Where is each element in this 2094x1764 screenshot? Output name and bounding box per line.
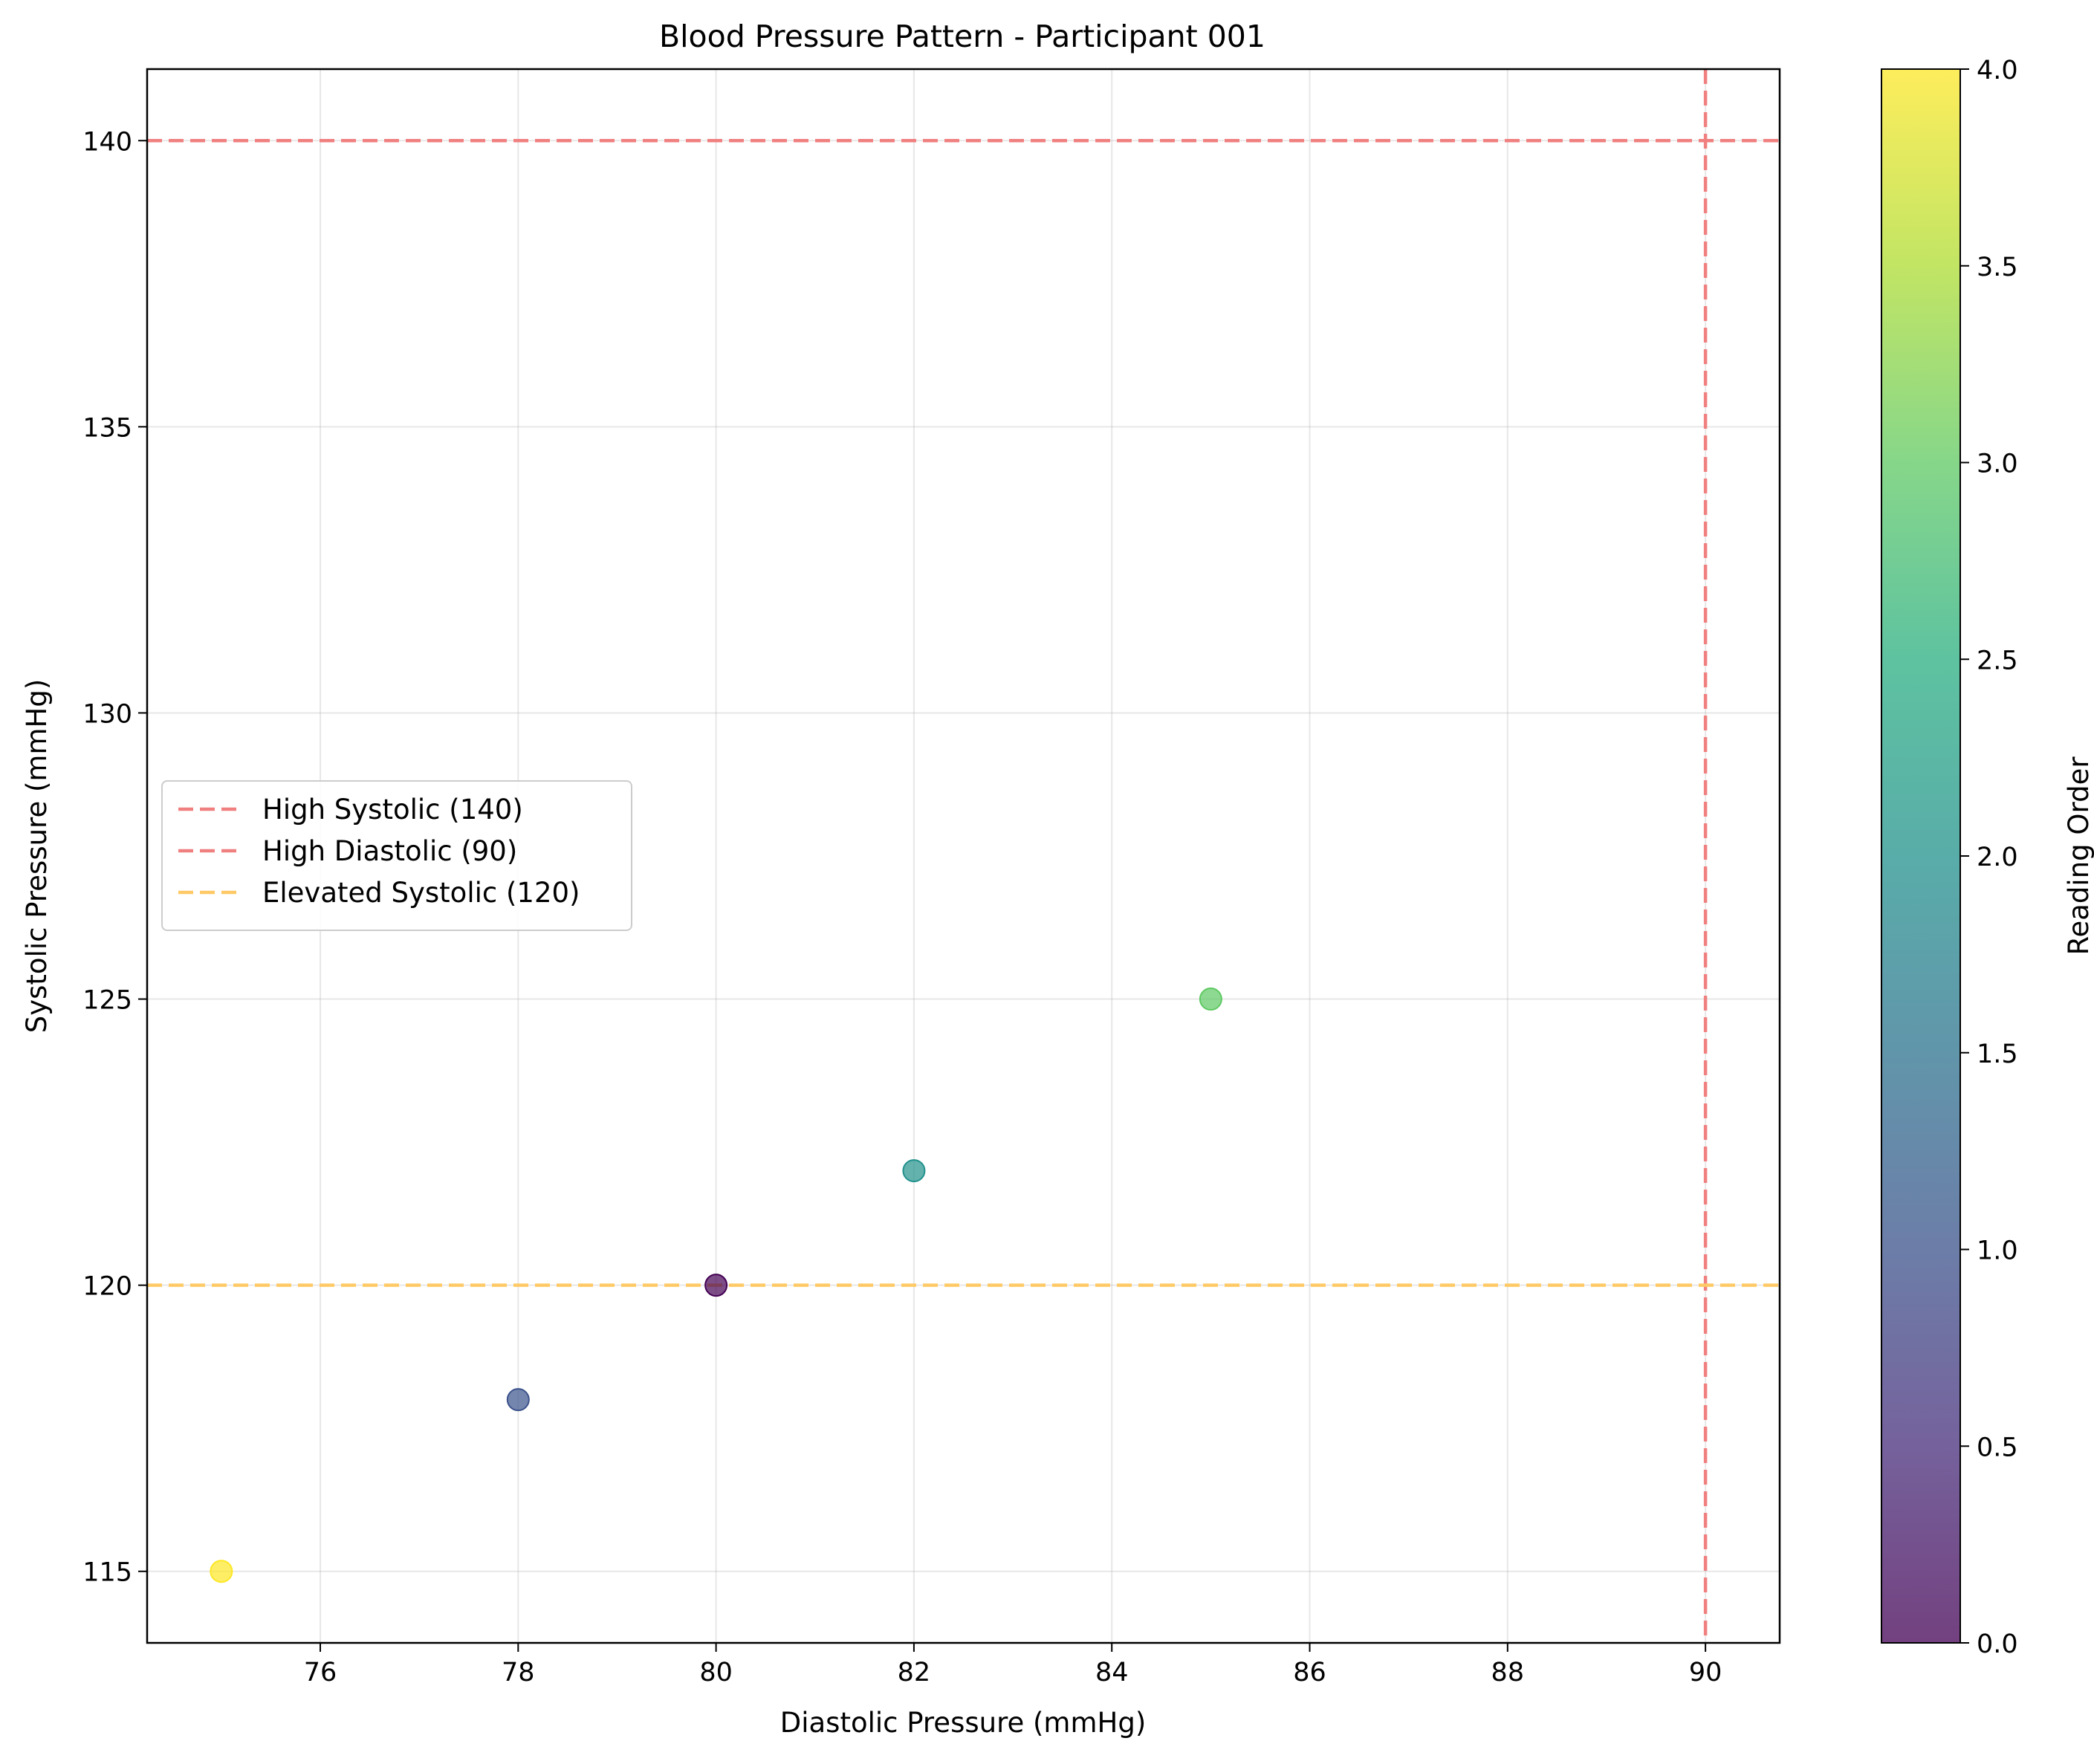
colorbar-tick-label: 2.0	[1977, 843, 2018, 872]
y-axis-label: Systolic Pressure (mmHg)	[21, 679, 53, 1033]
colorbar-gradient	[1881, 69, 1960, 1643]
chart-title: Blood Pressure Pattern - Participant 001	[659, 19, 1265, 54]
colorbar-tick-label: 3.0	[1977, 450, 2018, 479]
y-tick-label: 120	[82, 1272, 132, 1302]
colorbar-tick-label: 1.0	[1977, 1236, 2018, 1266]
colorbar-tick-label: 1.5	[1977, 1040, 2018, 1069]
colorbar-ticks: 0.0 0.5 1.0 1.5 2.0 2.5 3.0 3.5 4.0	[1960, 56, 2018, 1659]
x-tick-label: 82	[898, 1658, 931, 1687]
reference-lines	[147, 69, 1780, 1643]
y-tick-label: 130	[82, 699, 132, 729]
x-tick-label: 90	[1689, 1658, 1722, 1687]
x-tick-label: 86	[1293, 1658, 1326, 1687]
data-point	[704, 1274, 728, 1297]
x-tick-label: 88	[1491, 1658, 1525, 1687]
colorbar-tick-label: 2.5	[1977, 646, 2018, 675]
colorbar-tick-label: 0.5	[1977, 1433, 2018, 1462]
y-axis-ticks: 115 120 125 130 135 140	[82, 127, 147, 1588]
y-tick-label: 115	[82, 1558, 132, 1588]
data-point	[902, 1159, 926, 1183]
x-tick-label: 78	[502, 1658, 535, 1687]
y-tick-label: 140	[82, 127, 132, 157]
data-points	[210, 988, 1222, 1583]
x-axis-label: Diastolic Pressure (mmHg)	[780, 1707, 1147, 1739]
x-tick-label: 76	[304, 1658, 337, 1687]
legend-label: High Diastolic (90)	[262, 835, 517, 867]
colorbar-tick-label: 0.0	[1977, 1630, 2018, 1659]
data-point	[506, 1388, 530, 1412]
legend-label: Elevated Systolic (120)	[262, 877, 580, 909]
legend-box	[161, 780, 632, 931]
colorbar-tick-label: 4.0	[1977, 56, 2018, 85]
legend: High Systolic (140) High Diastolic (90) El…	[161, 780, 632, 931]
y-tick-label: 135	[82, 413, 132, 443]
colorbar-tick-label: 3.5	[1977, 253, 2018, 282]
x-tick-label: 80	[699, 1658, 733, 1687]
data-point	[1199, 988, 1222, 1011]
y-tick-label: 125	[82, 986, 132, 1016]
colorbar-label: Reading Order	[2063, 756, 2094, 956]
x-tick-label: 84	[1095, 1658, 1129, 1687]
legend-label: High Systolic (140)	[262, 794, 523, 826]
x-axis-ticks: 76 78 80 82 84 86 88 90	[304, 1643, 1722, 1687]
legend-items: High Systolic (140) High Diastolic (90) El…	[178, 794, 580, 909]
data-point	[210, 1560, 233, 1583]
plot-frame	[146, 68, 1781, 1644]
